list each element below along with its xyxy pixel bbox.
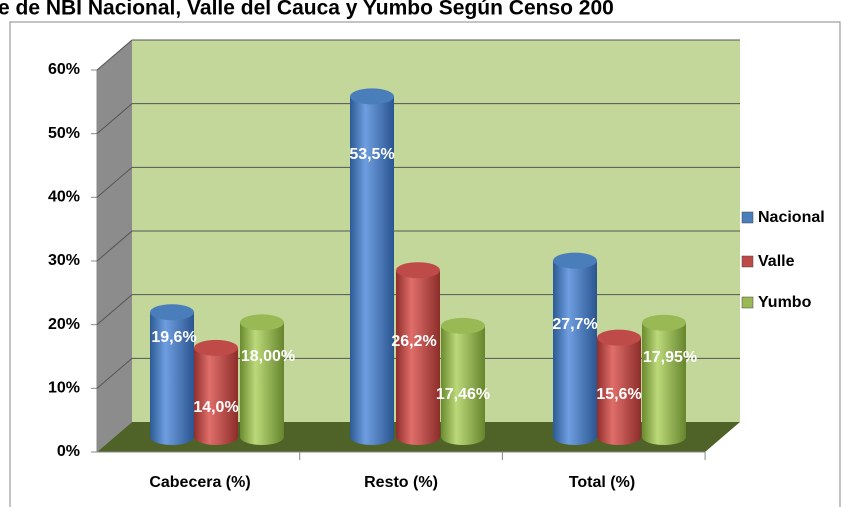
bar-part — [396, 262, 440, 279]
data-label: 17,95% — [643, 349, 697, 366]
bar-part — [642, 322, 686, 445]
bar — [597, 329, 641, 445]
bar-part — [441, 325, 485, 445]
data-label: 15,6% — [596, 386, 641, 403]
data-label: 18,00% — [241, 348, 295, 365]
bar-part — [642, 314, 686, 331]
y-tick-label: 30% — [48, 252, 80, 269]
bar — [553, 252, 597, 445]
bar — [396, 262, 440, 445]
y-tick-label: 20% — [48, 316, 80, 333]
grid-line — [96, 103, 133, 135]
legend-swatch — [741, 296, 754, 309]
grid-line — [96, 39, 133, 71]
bar-part — [194, 347, 238, 445]
data-label: 19,6% — [151, 329, 196, 346]
y-tick-label: 40% — [48, 189, 80, 206]
bar-part — [597, 337, 641, 445]
legend-swatch — [741, 255, 754, 268]
bar-part — [553, 252, 597, 269]
bar-part — [597, 329, 641, 346]
bar-part — [150, 304, 194, 321]
y-tick-label: 10% — [48, 380, 80, 397]
legend-swatch — [741, 211, 754, 224]
bar — [441, 317, 485, 445]
bar-part — [194, 339, 238, 356]
bar-part — [441, 317, 485, 334]
y-tick-label: 60% — [48, 61, 80, 78]
legend-label: Nacional — [758, 209, 825, 226]
y-tick-label: 0% — [57, 443, 80, 460]
data-label: 27,7% — [552, 316, 597, 333]
legend-label: Valle — [758, 253, 795, 270]
data-label: 53,5% — [349, 146, 394, 163]
bar-part — [350, 96, 394, 445]
data-label: 14,0% — [193, 399, 238, 416]
x-tick-label: Cabecera (%) — [149, 474, 250, 491]
bar-part — [396, 270, 440, 445]
chart-title: e de NBI Nacional, Valle del Cauca y Yum… — [0, 0, 614, 20]
y-tick-label: 50% — [48, 125, 80, 142]
bar-part — [553, 260, 597, 445]
chart-frame — [9, 21, 841, 507]
bar — [642, 314, 686, 445]
bar — [350, 88, 394, 445]
data-label: 26,2% — [391, 333, 436, 350]
bar — [240, 314, 284, 445]
bar-part — [240, 322, 284, 445]
bar-part — [240, 314, 284, 331]
data-label: 17,46% — [436, 386, 490, 403]
legend-label: Yumbo — [758, 294, 812, 311]
bar-part — [350, 88, 394, 105]
bar — [150, 304, 194, 445]
x-tick-label: Resto (%) — [364, 474, 438, 491]
grid-line — [96, 357, 133, 389]
x-tick-label: Total (%) — [569, 474, 635, 491]
grid-line — [96, 294, 133, 326]
grid-line — [96, 230, 133, 262]
grid-line — [96, 166, 133, 198]
bar-part — [150, 312, 194, 445]
bar — [194, 339, 238, 445]
